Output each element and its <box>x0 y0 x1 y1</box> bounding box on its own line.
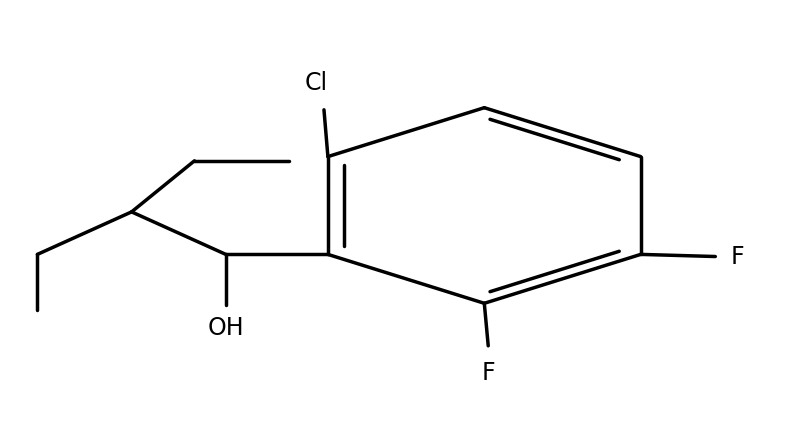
Text: OH: OH <box>207 316 244 340</box>
Text: F: F <box>481 361 495 385</box>
Text: F: F <box>731 244 745 268</box>
Text: Cl: Cl <box>304 71 328 95</box>
